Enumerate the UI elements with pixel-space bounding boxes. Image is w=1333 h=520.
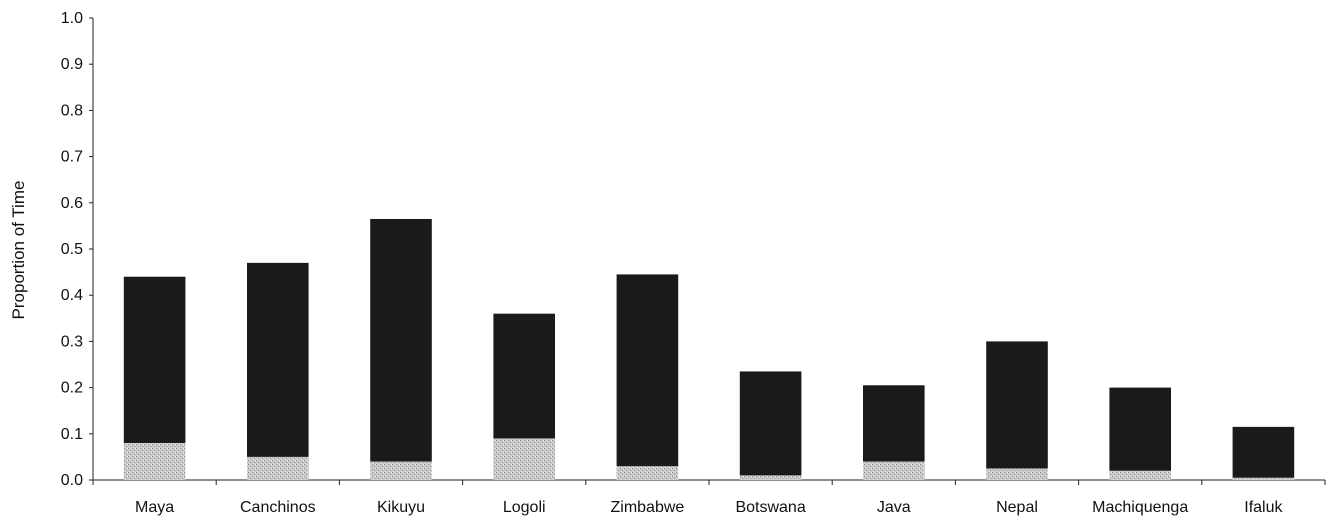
bar-java-series-2: [863, 385, 925, 462]
bar-maya-series-1: [123, 443, 186, 480]
x-axis-ticks: [92, 480, 1326, 485]
y-tick-label: 0.1: [61, 426, 83, 443]
y-tick-label: 0.7: [61, 149, 83, 166]
x-category-label: Nepal: [996, 499, 1038, 516]
y-tick-label: 0.6: [61, 195, 83, 212]
x-category-label: Machiquenga: [1092, 499, 1188, 516]
bar-machiquenga-series-1: [1109, 470, 1171, 480]
bar-kikuyu-series-2: [370, 218, 432, 462]
y-tick-label: 0.2: [61, 380, 83, 397]
bar-botswana-series-1: [739, 475, 802, 480]
x-category-label: Ifaluk: [1244, 499, 1283, 516]
bar-nepal-series-1: [986, 468, 1048, 480]
y-tick-label: 0.4: [61, 287, 83, 304]
bar-zimbabwe-series-1: [616, 466, 679, 480]
y-tick-label: 0.9: [61, 56, 83, 73]
x-category-label: Logoli: [503, 499, 546, 516]
y-tick-label: 0.3: [61, 333, 83, 350]
bar-java-series-1: [863, 461, 925, 480]
x-category-label: Canchinos: [240, 499, 316, 516]
y-tick-label: 1.0: [61, 10, 83, 27]
y-axis-title: Proportion of Time: [9, 181, 28, 320]
bar-ifaluk-series-2: [1232, 426, 1295, 478]
x-category-label: Java: [877, 499, 911, 516]
bar-logoli-series-1: [493, 438, 555, 480]
category-labels: Maya Canchinos Kikuyu Logoli Zimbabwe Botswan…: [135, 499, 1283, 516]
y-tick-label: 0.0: [61, 472, 83, 489]
y-tick-label: 0.8: [61, 102, 83, 119]
x-category-label: Maya: [135, 499, 174, 516]
bar-canchinos-series-2: [247, 262, 309, 457]
bar-kikuyu-series-1: [370, 461, 432, 480]
x-category-label: Kikuyu: [377, 499, 425, 516]
bar-nepal-series-2: [986, 341, 1048, 469]
bar-series-group: [123, 218, 1295, 480]
y-axis-ticks: 0.0 0.1 0.2 0.3 0.4 0.5 0.6 0.7 0.8 0.9 1.0: [61, 10, 93, 489]
bar-maya-series-2: [123, 276, 186, 444]
bar-canchinos-series-1: [247, 456, 309, 480]
y-tick-label: 0.5: [61, 241, 83, 258]
bar-zimbabwe-series-2: [616, 274, 679, 467]
x-category-label: Zimbabwe: [610, 499, 684, 516]
bar-machiquenga-series-2: [1109, 387, 1171, 471]
x-category-label: Botswana: [735, 499, 805, 516]
bar-ifaluk-series-1: [1232, 477, 1295, 480]
bar-botswana-series-2: [739, 371, 802, 476]
bar-logoli-series-2: [493, 313, 555, 439]
